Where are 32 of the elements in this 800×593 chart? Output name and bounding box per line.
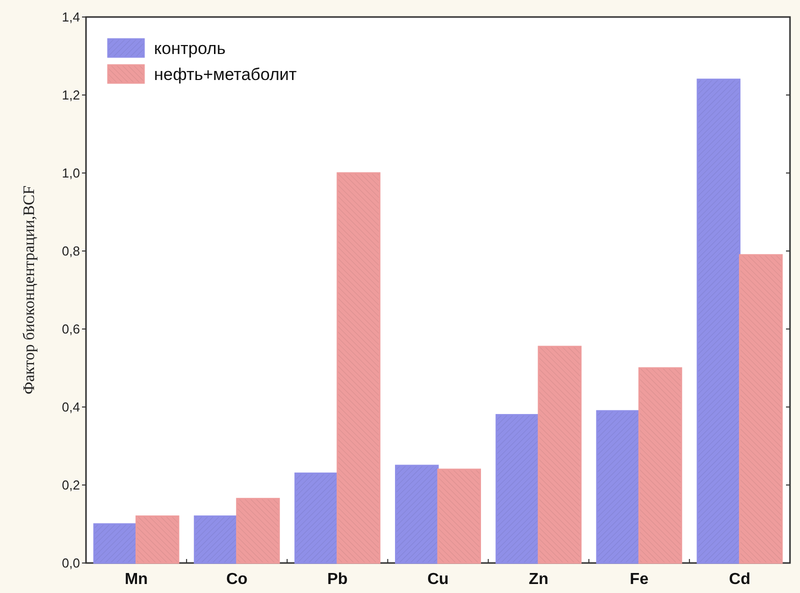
y-tick-label: 0,6 xyxy=(62,322,80,337)
x-tick-label: Pb xyxy=(327,571,348,588)
x-tick-label: Cu xyxy=(427,571,449,588)
legend-label: контроль xyxy=(154,38,226,58)
y-axis-title: Фактор биоконцентрации,BCF xyxy=(21,186,38,394)
y-tick-label: 0,0 xyxy=(62,556,80,571)
y-tick-label: 0,8 xyxy=(62,244,80,259)
bar xyxy=(496,414,540,564)
bar xyxy=(194,515,238,564)
bar xyxy=(437,468,481,564)
bar xyxy=(93,523,138,564)
x-tick-label: Mn xyxy=(124,571,148,588)
x-tick-label: Zn xyxy=(528,571,548,588)
bar xyxy=(596,410,640,564)
bar xyxy=(236,498,280,564)
bar xyxy=(738,254,783,564)
legend-label: нефть+метаболит xyxy=(154,64,297,84)
x-tick-label: Fe xyxy=(630,571,649,588)
x-tick-label: Co xyxy=(226,571,248,588)
bar xyxy=(294,472,338,564)
y-tick-label: 0,4 xyxy=(62,400,80,415)
y-tick-label: 1,0 xyxy=(62,166,80,181)
bar xyxy=(538,346,582,564)
bar xyxy=(696,78,740,564)
x-tick-label: Cd xyxy=(729,571,750,588)
bar xyxy=(395,464,439,564)
y-tick-label: 1,2 xyxy=(62,88,80,103)
y-tick-label: 0,2 xyxy=(62,478,80,493)
bar xyxy=(336,172,380,564)
bar xyxy=(638,367,682,564)
y-tick-label: 1,4 xyxy=(62,10,80,25)
bar xyxy=(136,515,180,564)
